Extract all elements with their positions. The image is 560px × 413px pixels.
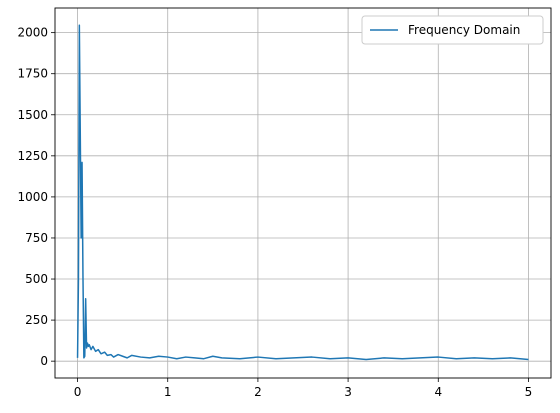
y-tick-label: 1750: [17, 67, 48, 81]
y-tick-label: 250: [25, 313, 48, 327]
legend-box: [361, 15, 544, 45]
y-axis: 0 250 500 750 1000 1250 1500 1750 2000: [17, 26, 55, 368]
legend-label: Frequency Domain: [408, 23, 520, 37]
x-tick-label: 5: [525, 385, 533, 399]
x-tick-label: 0: [74, 385, 82, 399]
y-tick-label: 0: [40, 354, 48, 368]
y-tick-label: 750: [25, 231, 48, 245]
y-tick-label: 1000: [17, 190, 48, 204]
y-tick-label: 1250: [17, 149, 48, 163]
y-tick-label: 500: [25, 272, 48, 286]
x-tick-label: 3: [344, 385, 352, 399]
series-line: [76, 24, 529, 361]
y-tick-label: 1500: [17, 108, 48, 122]
grid: [55, 8, 551, 378]
x-tick-label: 4: [434, 385, 442, 399]
x-axis: 0 1 2 3 4 5: [74, 378, 533, 399]
y-tick-label: 2000: [17, 26, 48, 40]
x-tick-label: 1: [164, 385, 172, 399]
legend: Frequency Domain: [361, 15, 544, 45]
x-tick-label: 2: [254, 385, 262, 399]
plot-frame: [54, 7, 552, 379]
series-layer: [76, 24, 529, 361]
